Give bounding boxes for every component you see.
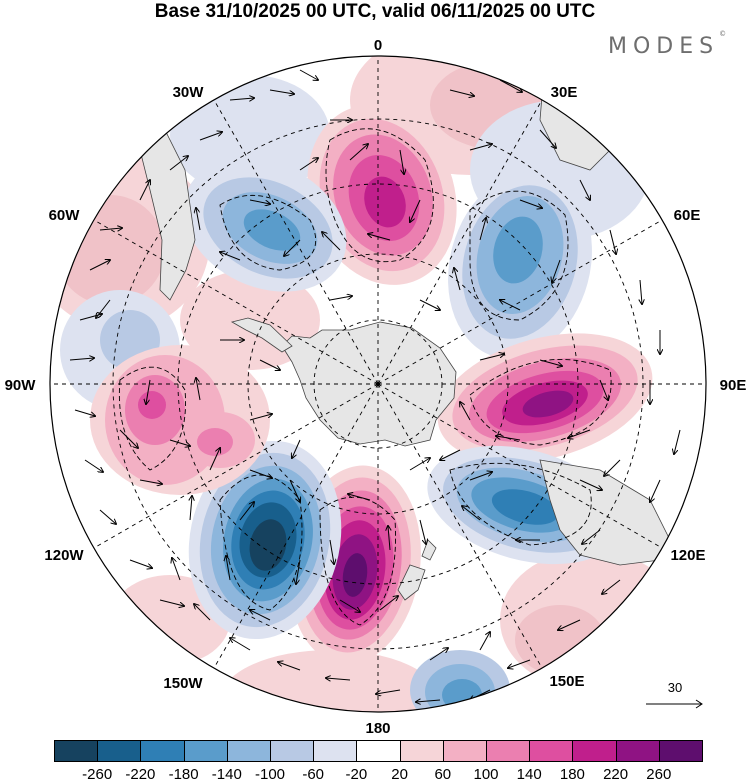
new-zealand-south bbox=[397, 564, 426, 601]
colorbar-tick-label: 20 bbox=[391, 766, 408, 783]
reference-vector: 30 bbox=[640, 680, 710, 714]
anomaly-positive-west bbox=[90, 345, 270, 495]
australia bbox=[539, 459, 671, 566]
reference-arrow bbox=[646, 699, 703, 709]
colorbar-swatch bbox=[442, 740, 487, 762]
colorbar-tick-label: -260 bbox=[82, 766, 113, 783]
colorbar-swatch bbox=[270, 740, 315, 762]
lon-label-60e: 60E bbox=[674, 207, 701, 224]
colorbar-swatch bbox=[572, 740, 617, 762]
colorbar-tick-label: -180 bbox=[168, 766, 199, 783]
colorbar-tick-label: 60 bbox=[434, 766, 452, 783]
colorbar-tick-label: 100 bbox=[473, 766, 499, 783]
lon-label-180: 180 bbox=[365, 720, 390, 737]
wind-vectors bbox=[69, 69, 681, 702]
logo-copyright-mark: © bbox=[719, 30, 727, 38]
colorbar-swatch bbox=[486, 740, 531, 762]
colorbar-tick-label: -100 bbox=[254, 766, 286, 783]
colorbar-swatch bbox=[615, 740, 660, 762]
lon-label-30e: 30E bbox=[551, 84, 578, 101]
colorbar-swatch bbox=[226, 740, 271, 762]
colorbar-swatch bbox=[54, 740, 99, 762]
colorbar-swatch bbox=[140, 740, 185, 762]
colorbar-tick-label: -20 bbox=[345, 766, 368, 783]
colorbar-ticks: -260 -220 -180 -140 -100 -60 -20 20 60 100 140 180 2… bbox=[54, 766, 702, 784]
new-zealand-north bbox=[421, 539, 437, 561]
modes-logo: MODES© bbox=[608, 30, 726, 59]
map-border bbox=[49, 55, 707, 713]
lon-label-60w: 60W bbox=[49, 207, 81, 224]
colorbar-tick-label: -220 bbox=[125, 766, 156, 783]
height-contours bbox=[118, 128, 612, 626]
polar-map: 0 30E 60E 90E 120E 150E 180 150W 120W 90… bbox=[5, 37, 747, 737]
colorbar-tick-label: -140 bbox=[211, 766, 242, 783]
lon-label-150w: 150W bbox=[163, 675, 203, 692]
antarctic-peninsula bbox=[230, 317, 293, 353]
colorbar-swatch bbox=[97, 740, 142, 762]
colorbar bbox=[54, 740, 703, 762]
map-title: Base 31/10/2025 00 UTC, valid 06/11/2025… bbox=[154, 1, 596, 22]
colorbar-swatch bbox=[399, 740, 444, 762]
lon-label-120w: 120W bbox=[44, 547, 84, 564]
lon-label-150e: 150E bbox=[549, 673, 584, 690]
lon-label-90e: 90E bbox=[720, 377, 747, 394]
reference-vector-label: 30 bbox=[667, 680, 683, 695]
colorbar-tick-label: -60 bbox=[302, 766, 325, 783]
lon-label-120e: 120E bbox=[670, 547, 705, 564]
lon-label-0: 0 bbox=[374, 37, 382, 54]
colorbar-tick-label: 260 bbox=[646, 766, 672, 783]
graticule bbox=[50, 56, 706, 712]
colorbar-swatch bbox=[356, 740, 401, 762]
lon-label-90w: 90W bbox=[5, 377, 37, 394]
map-disc bbox=[50, 56, 706, 712]
colorbar-swatch bbox=[658, 740, 703, 762]
logo-text: MODES bbox=[608, 34, 720, 59]
longitude-labels: 0 30E 60E 90E 120E 150E 180 150W 120W 90… bbox=[5, 37, 747, 737]
colorbar-tick-label: 180 bbox=[559, 766, 585, 783]
lon-label-30w: 30W bbox=[173, 84, 205, 101]
colorbar-tick-label: 220 bbox=[603, 766, 629, 783]
colorbar-swatch bbox=[529, 740, 574, 762]
colorbar-swatch bbox=[183, 740, 228, 762]
colorbar-swatch bbox=[313, 740, 358, 762]
colorbar-tick-label: 140 bbox=[516, 766, 542, 783]
